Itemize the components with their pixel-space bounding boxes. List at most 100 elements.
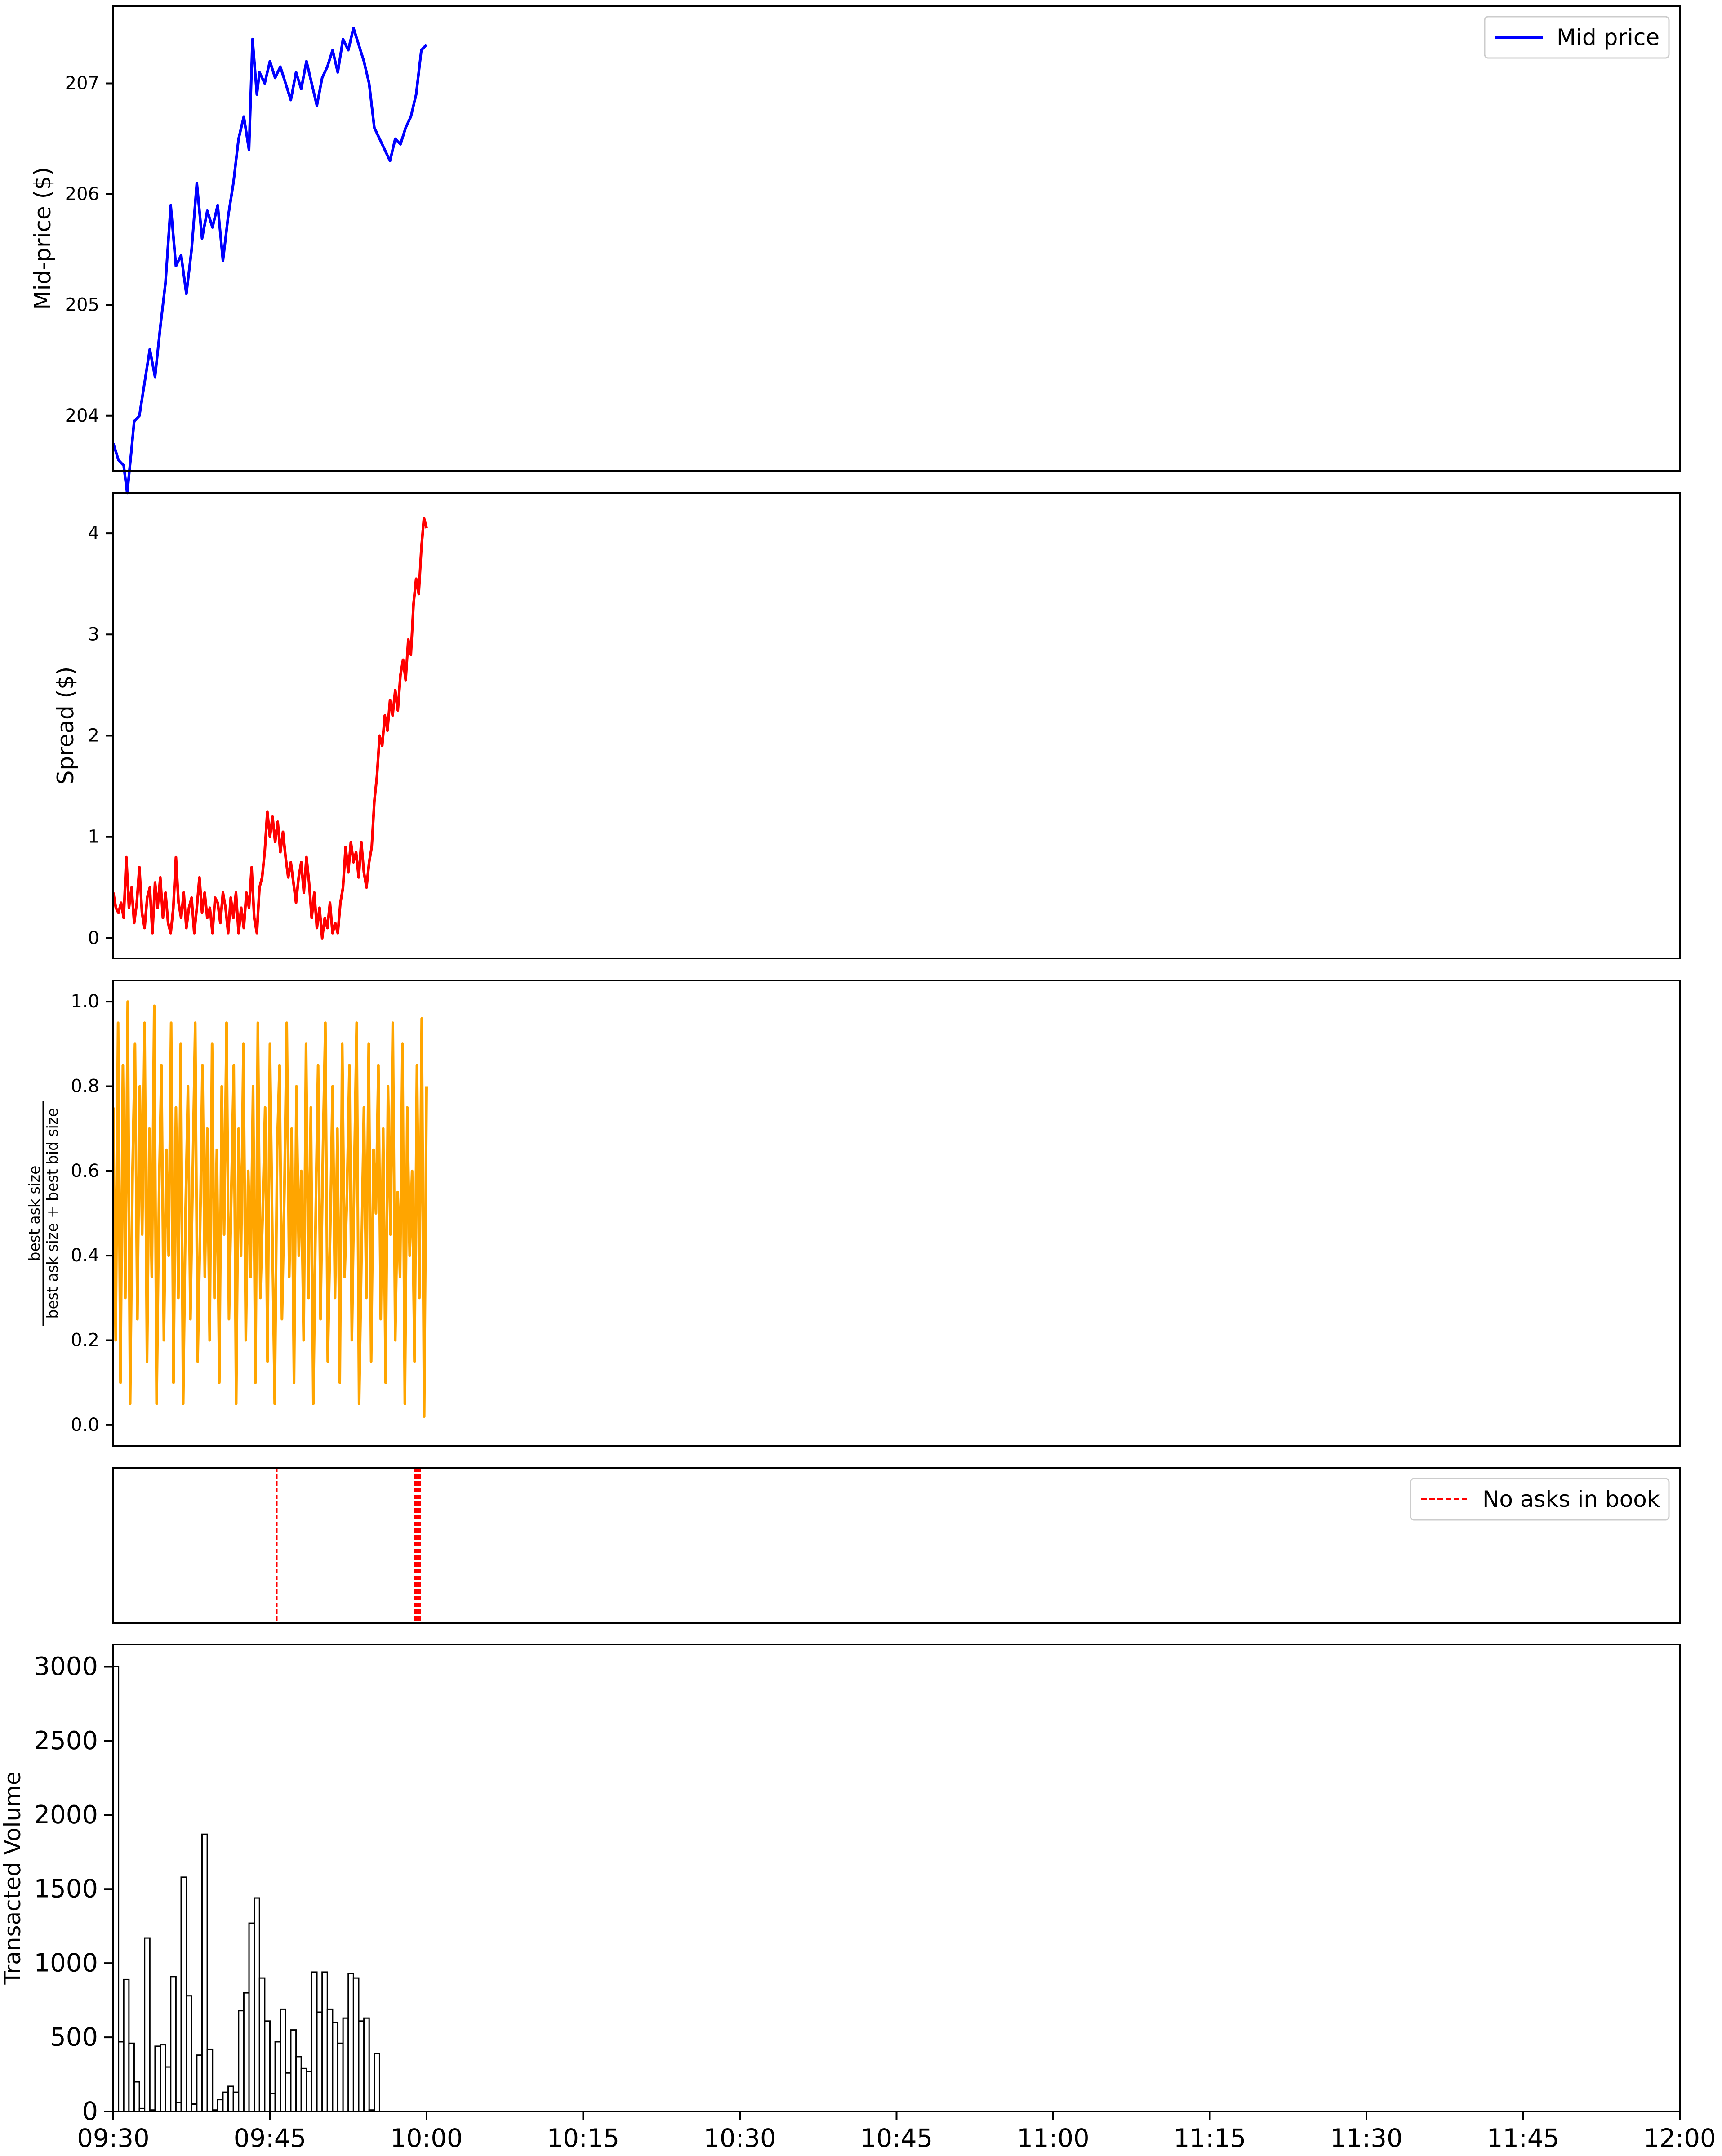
x-tick-label: 10:15 bbox=[547, 2124, 619, 2153]
volume-bar bbox=[311, 1971, 318, 2112]
legend: No asks in book bbox=[1410, 1478, 1670, 1521]
volume-bar bbox=[321, 1971, 328, 2112]
volume-bar bbox=[374, 2053, 380, 2112]
volume-bar bbox=[248, 1922, 255, 2112]
volume-bar bbox=[180, 1876, 187, 2112]
y-axis-label-denominator: best ask size + best bid size bbox=[44, 1108, 61, 1319]
volume-bar bbox=[326, 2008, 334, 2112]
y-tick-label: 1000 bbox=[34, 1949, 98, 1978]
y-axis-label: Transacted Volume bbox=[0, 1771, 26, 1985]
volume-bar bbox=[352, 1977, 360, 2112]
mid-price-line bbox=[112, 27, 428, 495]
y-tick-label: 205 bbox=[65, 294, 99, 315]
volume-bar bbox=[316, 2011, 323, 2112]
legend-label: Mid price bbox=[1557, 24, 1660, 50]
y-tick-label: 207 bbox=[65, 73, 99, 94]
volume-bar bbox=[238, 2010, 245, 2112]
spread-panel: 0 1 2 3 4 Spread ($) bbox=[53, 492, 1681, 959]
volume-bar bbox=[347, 1973, 354, 2112]
volume-bar bbox=[217, 2099, 224, 2112]
volume-bar bbox=[258, 1977, 266, 2112]
volume-bar bbox=[128, 2042, 135, 2112]
volume-bar bbox=[280, 2008, 286, 2112]
y-tick-label: 1500 bbox=[34, 1875, 98, 1904]
y-axis-label: Spread ($) bbox=[53, 667, 79, 785]
plot-frame bbox=[112, 5, 1681, 472]
volume-bar bbox=[175, 2102, 182, 2112]
x-tick-label: 10:45 bbox=[860, 2124, 933, 2153]
volume-bar bbox=[264, 2020, 271, 2112]
volume-bar bbox=[144, 1937, 151, 2112]
y-tick-label: 3 bbox=[88, 624, 99, 645]
volume-bar bbox=[363, 2017, 370, 2112]
x-tick-label: 09:30 bbox=[77, 2124, 149, 2153]
volume-bar bbox=[337, 2042, 344, 2112]
y-tick-label: 0.8 bbox=[71, 1076, 99, 1096]
x-tick-label: 09:45 bbox=[234, 2124, 306, 2153]
volume-bar bbox=[295, 2056, 302, 2112]
x-tick-label: 12:00 bbox=[1643, 2124, 1716, 2153]
y-tick-label: 2500 bbox=[34, 1726, 98, 1755]
y-tick-label: 0 bbox=[82, 2097, 98, 2126]
volume-bar bbox=[118, 2041, 125, 2112]
imbalance-line bbox=[112, 1000, 428, 1418]
volume-bar bbox=[285, 2072, 292, 2112]
x-tick-label: 11:00 bbox=[1017, 2124, 1089, 2153]
spread-line bbox=[112, 517, 428, 940]
volume-bar bbox=[274, 2041, 281, 2112]
volume-bar bbox=[201, 1833, 208, 2112]
volume-bar bbox=[269, 2093, 276, 2112]
volume-bar bbox=[170, 1976, 177, 2112]
plot-frame bbox=[112, 980, 1681, 1447]
volume-bar bbox=[254, 1897, 260, 2112]
y-tick-label: 2000 bbox=[34, 1800, 98, 1830]
x-tick-label: 10:30 bbox=[703, 2124, 776, 2153]
volume-bar bbox=[196, 2054, 203, 2112]
volume-bar bbox=[191, 2103, 198, 2112]
y-axis-label: Mid-price ($) bbox=[30, 167, 56, 310]
volume-bar bbox=[227, 2085, 234, 2112]
volume-bar bbox=[186, 1995, 192, 2112]
volume-bar bbox=[206, 2048, 214, 2112]
volume-bar bbox=[165, 2066, 172, 2112]
volume-bar bbox=[222, 2091, 229, 2112]
volume-bar bbox=[123, 1978, 130, 2112]
volume-bar bbox=[332, 2022, 339, 2112]
no-asks-panel: No asks in book bbox=[112, 1467, 1681, 1624]
volume-bar bbox=[300, 2067, 307, 2112]
mid-price-panel: 204 205 206 207 Mid-price ($) Mid price bbox=[30, 5, 1681, 495]
volume-bar bbox=[133, 2081, 140, 2112]
legend: Mid price bbox=[1484, 16, 1670, 59]
y-tick-label: 206 bbox=[65, 184, 99, 205]
volume-bar bbox=[160, 2044, 166, 2112]
y-tick-label: 0.0 bbox=[71, 1415, 99, 1435]
y-tick-label: 4 bbox=[88, 523, 99, 543]
volume-bar bbox=[342, 2017, 349, 2112]
x-tick-label: 11:45 bbox=[1487, 2124, 1559, 2153]
x-tick-label: 11:15 bbox=[1174, 2124, 1246, 2153]
volume-bar bbox=[243, 1992, 250, 2112]
volume-bar bbox=[232, 2091, 240, 2112]
plot-frame bbox=[112, 492, 1681, 959]
x-tick-label: 10:00 bbox=[390, 2124, 463, 2153]
plot-frame bbox=[112, 1644, 1681, 2112]
volume-bar bbox=[358, 2020, 365, 2112]
y-axis-label-numerator: best ask size bbox=[26, 1166, 43, 1261]
imbalance-panel: 0.0 0.2 0.4 0.6 0.8 1.0 best ask size best ask … bbox=[26, 980, 1681, 1447]
y-axis-fraction-label: best ask size best ask size + best bid si… bbox=[26, 1101, 61, 1326]
legend-label: No asks in book bbox=[1482, 1486, 1660, 1512]
volume-bar bbox=[306, 2071, 312, 2112]
y-tick-label: 0.4 bbox=[71, 1245, 99, 1266]
volume-bar bbox=[290, 2029, 297, 2112]
y-tick-label: 204 bbox=[65, 405, 99, 426]
y-tick-label: 1.0 bbox=[71, 991, 99, 1012]
y-tick-label: 0 bbox=[88, 928, 99, 949]
y-tick-label: 0.2 bbox=[71, 1330, 99, 1351]
volume-bar bbox=[154, 2045, 161, 2112]
x-tick-label: 11:30 bbox=[1330, 2124, 1402, 2153]
y-tick-label: 3000 bbox=[34, 1652, 98, 1681]
volume-panel: 0 500 1000 1500 2000 2500 3000 Transacted Volum… bbox=[0, 1644, 1716, 2153]
y-tick-label: 1 bbox=[88, 827, 99, 847]
y-tick-label: 0.6 bbox=[71, 1161, 99, 1181]
